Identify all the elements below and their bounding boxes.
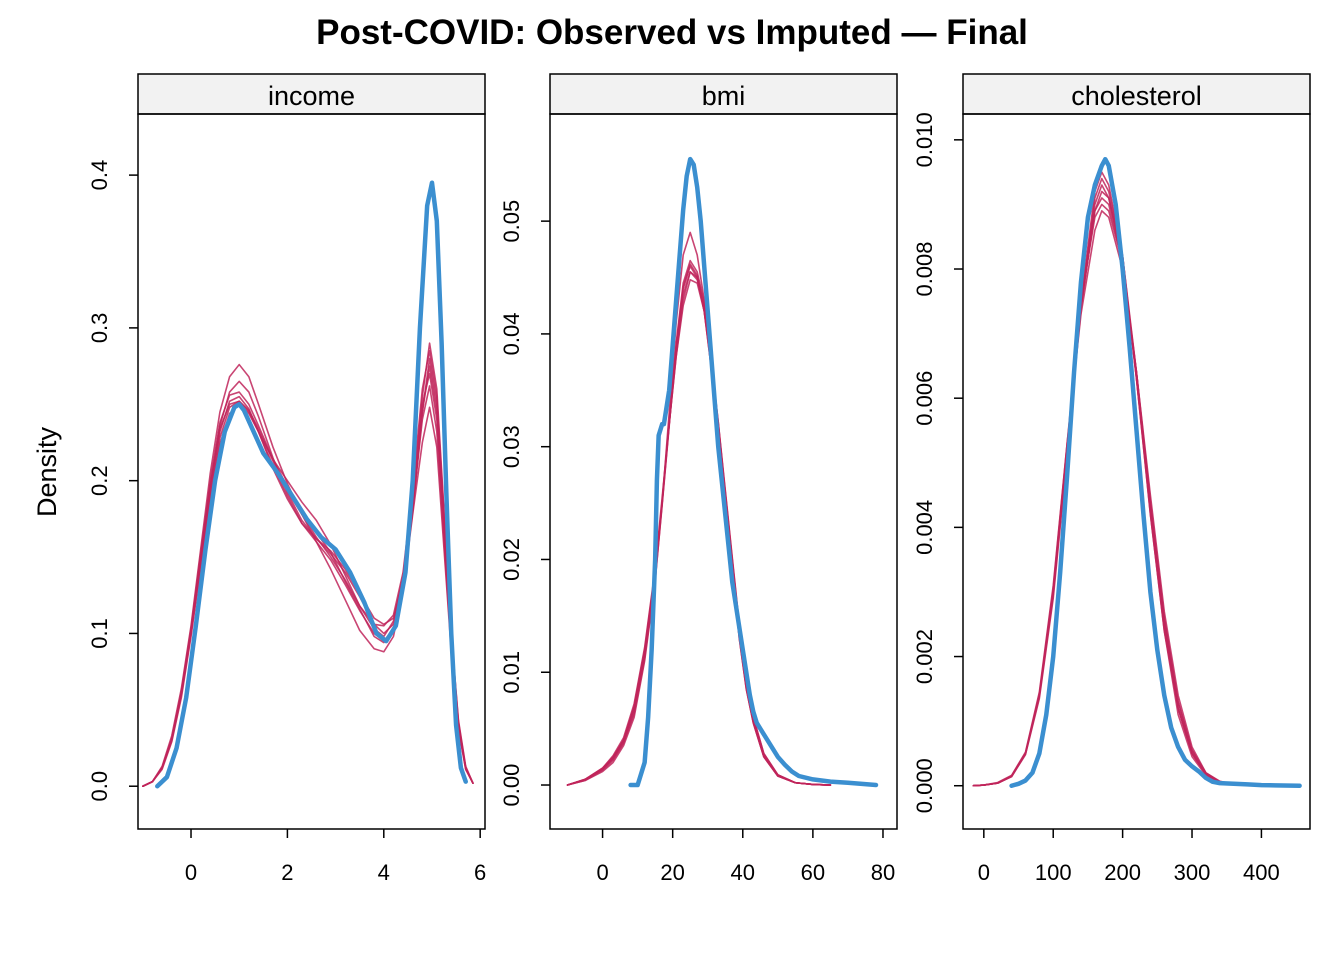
y-tick-label-income-1: 0.1 <box>87 618 112 649</box>
x-tick-label-income-0: 0 <box>185 860 197 885</box>
y-tick-label-bmi-3: 0.03 <box>499 425 524 468</box>
y-tick-label-cholesterol-2: 0.004 <box>912 500 937 555</box>
imputed-line-bmi-5 <box>566 263 832 786</box>
x-tick-label-bmi-2: 40 <box>731 860 755 885</box>
x-tick-label-cholesterol-1: 100 <box>1035 860 1072 885</box>
observed-line-cholesterol <box>1009 156 1302 788</box>
y-tick-label-income-0: 0.0 <box>87 771 112 802</box>
imputed-line-cholesterol-5 <box>972 203 1270 787</box>
observed-line-bmi <box>628 156 879 788</box>
imputed-line-bmi-4 <box>566 278 832 786</box>
imputed-line-bmi-7 <box>566 271 832 786</box>
imputed-line-bmi-6 <box>566 259 832 786</box>
strip-label-income: income <box>268 81 355 111</box>
strip-cholesterol <box>962 73 1311 115</box>
panel-cholesterol: cholesterol 0 100 200 300 400 0.000 0.002 0.004 0… <box>912 73 1311 885</box>
panel-bmi: bmi 0 20 40 60 80 0.00 0.01 0.02 0.03 0.04 0.05 <box>499 73 898 885</box>
series-group-bmi <box>566 156 879 788</box>
panel-income: income 0 2 4 6 0.0 0.1 0.2 0.3 0.4 <box>87 73 486 885</box>
series-group-income <box>142 180 474 789</box>
imputed-line-income-4 <box>142 403 474 788</box>
x-tick-label-cholesterol-0: 0 <box>978 860 990 885</box>
strip-income <box>137 73 486 115</box>
x-tick-label-cholesterol-3: 300 <box>1174 860 1211 885</box>
imputed-line-cholesterol-3 <box>972 210 1270 787</box>
observed-line-income <box>155 180 468 789</box>
x-tick-label-bmi-4: 80 <box>871 860 895 885</box>
imputed-line-income-7 <box>142 357 474 788</box>
y-tick-label-cholesterol-4: 0.008 <box>912 241 937 296</box>
x-tick-label-income-3: 6 <box>474 860 486 885</box>
y-tick-label-bmi-2: 0.02 <box>499 538 524 581</box>
x-tick-label-bmi-3: 60 <box>801 860 825 885</box>
imputed-line-cholesterol-1 <box>972 190 1270 787</box>
imputed-line-bmi-2 <box>566 231 832 786</box>
y-tick-label-bmi-4: 0.04 <box>499 312 524 355</box>
strip-bmi <box>549 73 898 115</box>
x-tick-label-cholesterol-2: 200 <box>1104 860 1141 885</box>
plot-frame-bmi <box>549 113 898 830</box>
strip-label-bmi: bmi <box>702 81 746 111</box>
imputed-line-bmi-3 <box>566 265 832 786</box>
y-tick-label-bmi-5: 0.05 <box>499 200 524 243</box>
y-tick-label-bmi-0: 0.00 <box>499 764 524 807</box>
chart-title: Post-COVID: Observed vs Imputed — Final <box>316 13 1028 52</box>
x-tick-label-bmi-1: 20 <box>660 860 684 885</box>
panels-layer: income 0 2 4 6 0.0 0.1 0.2 0.3 0.4 bmi 0 20 40 60 80 0.0… <box>87 73 1311 885</box>
x-tick-label-income-2: 4 <box>378 860 390 885</box>
imputed-line-income-3 <box>142 380 474 788</box>
plot-frame-income <box>137 113 486 830</box>
y-tick-label-cholesterol-5: 0.010 <box>912 112 937 167</box>
imputed-line-cholesterol-4 <box>972 184 1270 787</box>
strip-label-cholesterol: cholesterol <box>1071 81 1202 111</box>
x-tick-label-income-1: 2 <box>281 860 293 885</box>
y-tick-label-bmi-1: 0.01 <box>499 651 524 694</box>
y-tick-label-income-2: 0.2 <box>87 465 112 496</box>
y-tick-label-cholesterol-1: 0.002 <box>912 629 937 684</box>
x-tick-label-cholesterol-4: 400 <box>1243 860 1280 885</box>
series-group-cholesterol <box>972 156 1302 788</box>
y-tick-label-income-3: 0.3 <box>87 313 112 344</box>
imputed-line-cholesterol-7 <box>972 197 1270 787</box>
y-tick-label-cholesterol-0: 0.000 <box>912 758 937 813</box>
x-tick-label-bmi-0: 0 <box>596 860 608 885</box>
y-tick-label-income-4: 0.4 <box>87 160 112 191</box>
plot-frame-cholesterol <box>962 113 1311 830</box>
y-tick-label-cholesterol-3: 0.006 <box>912 371 937 426</box>
y-axis-label: Density <box>32 426 62 517</box>
imputed-line-bmi-1 <box>566 271 832 786</box>
imputed-line-income-1 <box>142 365 474 788</box>
